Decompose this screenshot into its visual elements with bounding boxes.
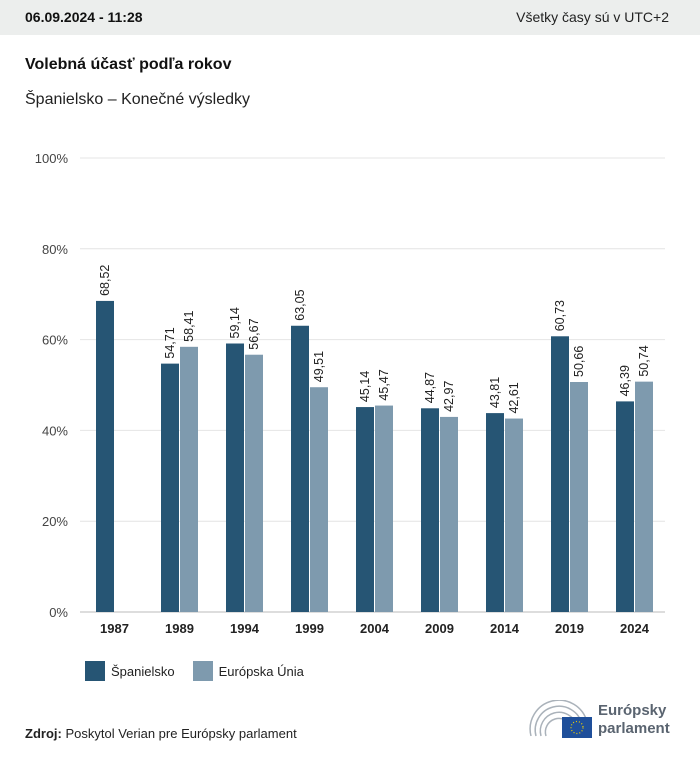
x-tick-label: 2014 xyxy=(490,621,520,636)
legend-label-spain: Španielsko xyxy=(111,663,175,679)
timezone-note: Všetky časy sú v UTC+2 xyxy=(516,9,669,25)
x-tick-label: 2024 xyxy=(620,621,650,636)
bar-spain-1994 xyxy=(226,343,244,612)
data-label: 56,67 xyxy=(247,318,261,349)
parliament-hemicycle-icon xyxy=(529,699,592,738)
data-label: 49,51 xyxy=(312,351,326,382)
y-tick-label: 20% xyxy=(42,514,68,529)
legend-swatch-spain xyxy=(85,661,105,681)
bar-eu-2024 xyxy=(635,381,653,612)
bar-spain-2014 xyxy=(486,413,504,612)
data-label: 43,81 xyxy=(488,377,502,408)
data-label: 63,05 xyxy=(293,289,307,320)
logo-text-line2: parlament xyxy=(598,720,670,737)
x-tick-label: 2019 xyxy=(555,621,584,636)
bar-eu-2014 xyxy=(505,418,523,612)
chart-subtitle: Španielsko – Konečné výsledky xyxy=(25,91,251,108)
data-label: 58,41 xyxy=(182,310,196,341)
bar-spain-2024 xyxy=(616,401,634,612)
bar-spain-2019 xyxy=(551,336,569,612)
y-tick-label: 40% xyxy=(42,423,68,438)
bar-eu-1994 xyxy=(245,354,263,612)
data-label: 45,14 xyxy=(358,371,372,402)
x-tick-label: 2009 xyxy=(425,621,454,636)
bar-spain-1987 xyxy=(96,300,114,612)
x-tick-label: 1999 xyxy=(295,621,324,636)
data-label: 44,87 xyxy=(423,372,437,403)
source-label: Zdroj: xyxy=(25,726,62,741)
data-label: 50,74 xyxy=(637,345,651,376)
data-label: 42,61 xyxy=(507,382,521,413)
data-label: 50,66 xyxy=(572,346,586,377)
data-label: 68,52 xyxy=(98,265,112,296)
y-tick-label: 60% xyxy=(42,333,68,348)
data-label: 54,71 xyxy=(163,327,177,358)
bar-spain-1999 xyxy=(291,325,309,612)
data-label: 46,39 xyxy=(618,365,632,396)
bar-eu-1989 xyxy=(180,346,198,612)
x-tick-label: 2004 xyxy=(360,621,390,636)
bar-spain-1989 xyxy=(161,363,179,612)
source-text: Poskytol Verian pre Európsky parlament xyxy=(65,726,297,741)
x-tick-label: 1989 xyxy=(165,621,194,636)
legend-swatch-eu xyxy=(192,661,213,681)
data-label: 60,73 xyxy=(553,300,567,331)
european-parliament-logo: Európsky parlament xyxy=(528,699,678,742)
bar-eu-2004 xyxy=(375,405,393,612)
timestamp: 06.09.2024 - 11:28 xyxy=(25,9,143,25)
top-bar: 06.09.2024 - 11:28 Všetky časy sú v UTC+… xyxy=(0,0,700,35)
source-note: Zdroj: Poskytol Verian pre Európsky parl… xyxy=(25,726,297,741)
bar-spain-2004 xyxy=(356,407,374,612)
bar-eu-2009 xyxy=(440,416,458,612)
data-label: 45,47 xyxy=(377,369,391,400)
data-label: 59,14 xyxy=(228,307,242,338)
y-tick-label: 80% xyxy=(42,242,68,257)
legend-label-eu: Európska Únia xyxy=(218,663,304,679)
y-tick-label: 100% xyxy=(35,151,69,166)
data-label: 42,97 xyxy=(442,381,456,412)
bar-eu-2019 xyxy=(570,382,588,612)
chart-title: Volebná účasť podľa rokov xyxy=(25,56,232,73)
logo-text-line1: Európsky xyxy=(598,702,667,719)
bar-chart: 0% 20% 40% 60% 80% 100% 1987 68,52 1989 54,71 58,4… xyxy=(35,151,665,636)
y-tick-label: 0% xyxy=(49,605,68,620)
legend: Španielsko Európska Únia xyxy=(85,661,322,681)
x-tick-label: 1987 xyxy=(100,621,129,636)
bar-spain-2009 xyxy=(421,408,439,612)
x-tick-label: 1994 xyxy=(230,621,260,636)
bar-eu-1999 xyxy=(310,387,328,612)
